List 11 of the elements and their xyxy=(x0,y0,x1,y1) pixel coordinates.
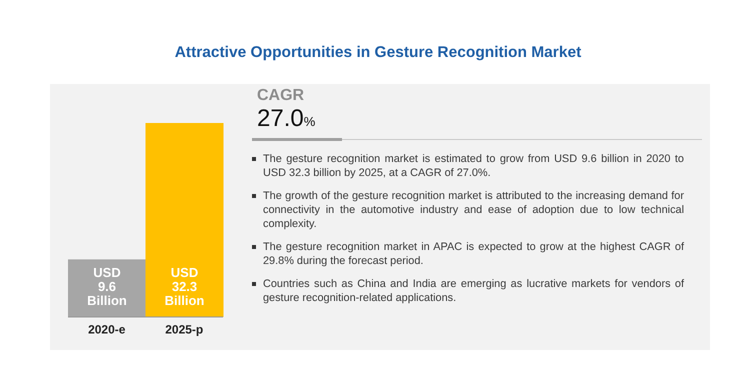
x-tick-label: 2025-p xyxy=(165,322,204,337)
text: CAGR xyxy=(257,86,306,106)
text: Attractive Opportunities in Gesture Recognition Market xyxy=(174,44,582,62)
text: Countries such as China and India are emerging as lucrative markets for vendors of gesture recognition-related applications. xyxy=(263,277,684,305)
x-tick-label: 2020-e xyxy=(88,322,126,337)
text: The growth of the gesture recognition market is attributed to the increasing demand for connectivity in the automotive industry and ease of adoption due to low technical complexity. xyxy=(263,189,684,231)
text: The gesture recognition market in APAC is expected to grow at the highest CAGR of 29.8% during the forecast period. xyxy=(263,240,684,268)
text: 27.0% xyxy=(257,105,316,134)
data-label: USD 9.6 Billion xyxy=(87,265,127,308)
text: The gesture recognition market is estimated to grow from USD 9.6 billion in 2020 to USD 32.3 billion by 2025, at a CAGR of 27.0%. xyxy=(263,152,684,180)
data-label: USD 32.3 Billion xyxy=(164,265,204,308)
